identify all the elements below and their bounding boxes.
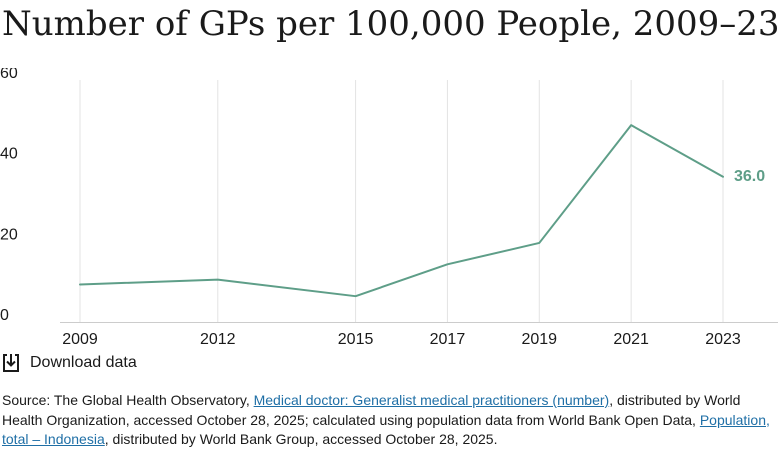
data-labels: 36.0 [734,168,765,185]
x-tick-label-2019: 2019 [521,331,557,348]
grid-lines [79,80,724,322]
source-note: Source: The Global Health Observatory, M… [2,391,772,450]
x-tick-label-2012: 2012 [200,331,236,348]
download-icon [2,353,20,373]
download-data-button[interactable]: Download data [2,352,137,374]
y-tick-label-40: 40 [0,146,18,163]
series-layer [79,124,724,298]
end-value-label: 36.0 [734,168,765,185]
source-mid: , distributed by World Health Organizati… [2,392,741,428]
y-tick-label-60: 60 [0,68,18,82]
x-tick-label-2017: 2017 [430,331,466,348]
x-tick-label-2015: 2015 [338,331,374,348]
y-axis-ticks: 0 20 40 60 [0,68,18,324]
chart-title: Number of GPs per 100,000 People, 2009–2… [2,4,780,44]
source-link-population[interactable]: Population, total – Indonesia [2,411,770,448]
y-tick-label-0: 0 [0,307,9,324]
y-tick-label-20: 20 [0,226,18,243]
x-tick-label-2023: 2023 [705,331,741,348]
line-chart: 0 20 40 60 2009 2012 2015 2017 2019 2021 2023 36.… [0,68,778,348]
series-line-0 [79,124,724,298]
x-axis-ticks: 2009 2012 2015 2017 2019 2021 2023 [62,331,741,348]
source-suffix: , distributed by World Bank Group, acces… [104,431,498,447]
x-tick-label-2009: 2009 [62,331,98,348]
x-tick-label-2021: 2021 [613,331,649,348]
source-link-medical-doctor[interactable]: Medical doctor: Generalist medical pract… [253,392,610,408]
download-data-label: Download data [30,354,137,371]
source-prefix: Source: The Global Health Observatory, [2,392,254,408]
